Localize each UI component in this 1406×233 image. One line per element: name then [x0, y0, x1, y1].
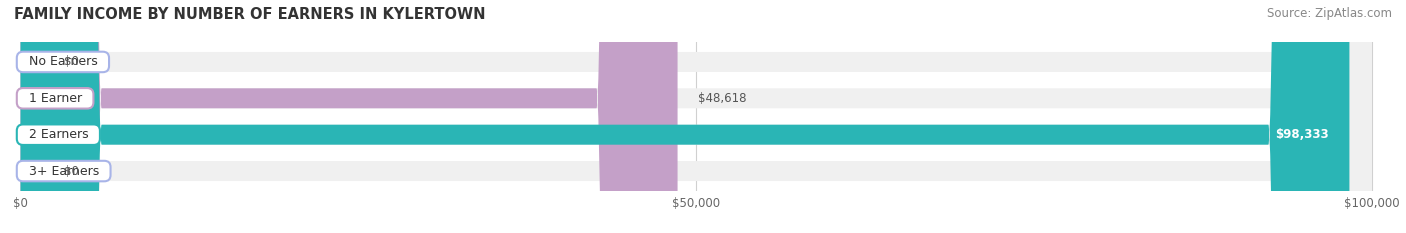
FancyBboxPatch shape: [21, 0, 1372, 233]
Text: Source: ZipAtlas.com: Source: ZipAtlas.com: [1267, 7, 1392, 20]
FancyBboxPatch shape: [21, 0, 1372, 233]
FancyBboxPatch shape: [21, 0, 1372, 233]
Text: 3+ Earners: 3+ Earners: [21, 164, 107, 178]
Text: $98,333: $98,333: [1275, 128, 1329, 141]
Text: 2 Earners: 2 Earners: [21, 128, 96, 141]
FancyBboxPatch shape: [21, 0, 678, 233]
Text: $0: $0: [63, 164, 79, 178]
FancyBboxPatch shape: [21, 0, 1350, 233]
FancyBboxPatch shape: [21, 0, 1372, 233]
Text: FAMILY INCOME BY NUMBER OF EARNERS IN KYLERTOWN: FAMILY INCOME BY NUMBER OF EARNERS IN KY…: [14, 7, 485, 22]
Text: $48,618: $48,618: [697, 92, 747, 105]
Text: 1 Earner: 1 Earner: [21, 92, 90, 105]
Text: No Earners: No Earners: [21, 55, 105, 69]
Text: $0: $0: [63, 55, 79, 69]
